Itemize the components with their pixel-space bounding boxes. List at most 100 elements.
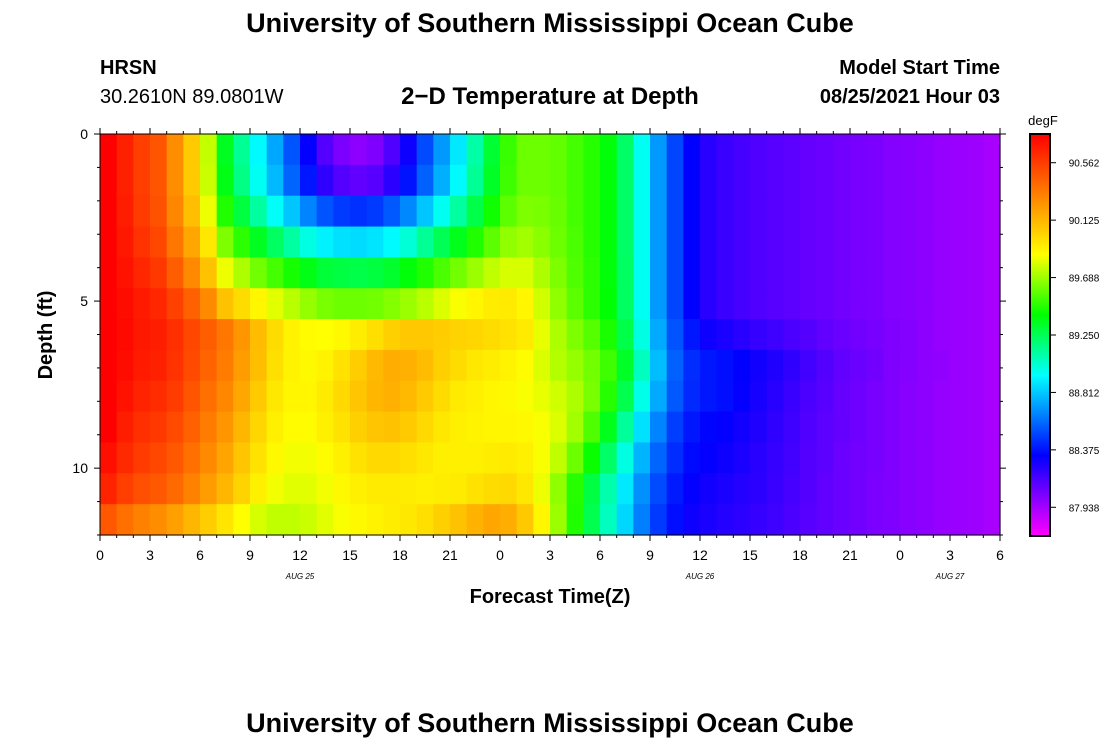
heatmap-cell	[616, 134, 634, 166]
heatmap-cell	[733, 195, 751, 228]
heatmap-cell	[800, 164, 818, 197]
heatmap-cell	[966, 442, 984, 474]
heatmap-cell	[833, 164, 851, 197]
heatmap-cell	[233, 134, 251, 166]
heatmap-cell	[366, 226, 384, 258]
heatmap-cell	[366, 195, 384, 228]
heatmap-cell	[183, 380, 201, 413]
heatmap-cell	[350, 226, 368, 258]
heatmap-cell	[333, 380, 351, 413]
heatmap-cell	[916, 504, 934, 536]
heatmap-cell	[633, 257, 651, 289]
heatmap-cell	[700, 288, 718, 320]
heatmap-cell	[416, 473, 434, 505]
heatmap-cell	[550, 504, 568, 536]
heatmap-cell	[650, 380, 668, 413]
heatmap-cell	[400, 134, 418, 166]
heatmap-cell	[750, 134, 768, 166]
heatmap-cell	[633, 442, 651, 474]
heatmap-cell	[283, 473, 301, 505]
heatmap-cell	[316, 134, 334, 166]
heatmap-cell	[800, 257, 818, 289]
heatmap-cell	[766, 134, 784, 166]
heatmap-cell	[466, 288, 484, 320]
heatmap-cell	[550, 473, 568, 505]
heatmap-cell	[183, 349, 201, 382]
heatmap-cell	[350, 134, 368, 166]
heatmap-cell	[533, 473, 551, 505]
heatmap-cell	[533, 164, 551, 197]
heatmap-cell	[816, 442, 834, 474]
heatmap-cell	[500, 226, 518, 258]
heatmap-cell	[566, 380, 584, 413]
heatmap-cell	[850, 164, 868, 197]
heatmap-cell	[600, 164, 618, 197]
heatmap-cell	[816, 411, 834, 444]
heatmap-cell	[516, 226, 534, 258]
heatmap-cell	[916, 442, 934, 474]
heatmap-cell	[483, 411, 501, 444]
heatmap-cell	[266, 504, 284, 536]
x-axis: 0 3 6 9 12 15 18 21 0 3 6 9 12 15 18 21 0 3 6	[96, 128, 1004, 563]
heatmap-cell	[816, 164, 834, 197]
model-start-value: 08/25/2021 Hour 03	[819, 86, 1000, 108]
heatmap-cell	[950, 442, 968, 474]
heatmap-cell	[933, 442, 951, 474]
heatmap-cell	[566, 411, 584, 444]
heatmap-cell	[300, 411, 318, 444]
x-axis-label: Forecast Time(Z)	[470, 586, 631, 608]
heatmap-cell	[700, 504, 718, 536]
heatmap-cell	[733, 257, 751, 289]
heatmap-cell	[283, 226, 301, 258]
x-tick-label: 9	[246, 547, 254, 563]
heatmap-cell	[766, 442, 784, 474]
heatmap-cell	[900, 380, 918, 413]
heatmap-cell	[716, 288, 734, 320]
heatmap-cell	[583, 380, 601, 413]
heatmap-cell	[866, 349, 884, 382]
heatmap-cell	[500, 164, 518, 197]
heatmap-cell	[766, 411, 784, 444]
heatmap-cell	[783, 288, 801, 320]
heatmap-cell	[550, 349, 568, 382]
heatmap-cell	[533, 349, 551, 382]
heatmap-cell	[416, 442, 434, 474]
heatmap-cell	[866, 134, 884, 166]
heatmap-cell	[750, 288, 768, 320]
heatmap-cell	[350, 411, 368, 444]
heatmap-cell	[800, 319, 818, 351]
heatmap-cell	[416, 504, 434, 536]
heatmap-cell	[300, 164, 318, 197]
x-tick-label: 6	[996, 547, 1004, 563]
heatmap-cell	[933, 319, 951, 351]
heatmap-cell	[966, 411, 984, 444]
heatmap-cell	[700, 319, 718, 351]
heatmap-cell	[883, 349, 901, 382]
heatmap-cell	[333, 195, 351, 228]
heatmap-cell	[800, 288, 818, 320]
heatmap-cell	[850, 226, 868, 258]
heatmap-cell	[933, 226, 951, 258]
heatmap-cell	[916, 319, 934, 351]
x-tick-label: 18	[792, 547, 808, 563]
heatmap-cell	[100, 195, 118, 228]
heatmap-cell	[450, 380, 468, 413]
heatmap-cell	[333, 411, 351, 444]
heatmap-cell	[783, 380, 801, 413]
heatmap-cell	[766, 349, 784, 382]
heatmap-cell	[600, 504, 618, 536]
heatmap-cell	[683, 349, 701, 382]
heatmap-cell	[283, 257, 301, 289]
heatmap-cell	[633, 319, 651, 351]
heatmap-cell	[966, 226, 984, 258]
heatmap-cell	[600, 257, 618, 289]
heatmap-cell	[400, 442, 418, 474]
heatmap-cell	[283, 442, 301, 474]
heatmap-cell	[983, 319, 1001, 351]
heatmap-cell	[916, 226, 934, 258]
heatmap-cell	[733, 134, 751, 166]
heatmap-cell	[883, 164, 901, 197]
heatmap-cell	[583, 473, 601, 505]
heatmap-cell	[150, 288, 168, 320]
heatmap-cell	[266, 164, 284, 197]
